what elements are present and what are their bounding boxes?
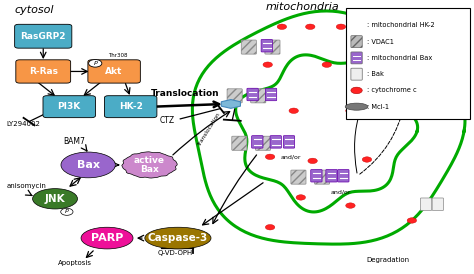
Text: mitochondria: mitochondria: [265, 2, 339, 13]
Text: JNK: JNK: [45, 194, 65, 204]
Text: PARP: PARP: [91, 233, 123, 243]
Text: and/or: and/or: [331, 189, 351, 194]
Text: Q-VD-OPH: Q-VD-OPH: [158, 250, 193, 256]
Ellipse shape: [145, 227, 211, 249]
FancyBboxPatch shape: [261, 39, 273, 52]
Polygon shape: [122, 152, 177, 178]
Circle shape: [362, 157, 372, 162]
FancyBboxPatch shape: [351, 68, 362, 80]
FancyBboxPatch shape: [326, 170, 337, 182]
Text: R-Ras: R-Ras: [29, 67, 58, 76]
FancyBboxPatch shape: [252, 136, 263, 148]
Text: P: P: [65, 209, 69, 214]
FancyBboxPatch shape: [283, 136, 295, 148]
Text: BAM7: BAM7: [63, 137, 85, 146]
Text: : mitochondrial Bax: : mitochondrial Bax: [367, 55, 432, 61]
FancyBboxPatch shape: [104, 96, 157, 118]
Text: Apoptosis: Apoptosis: [58, 260, 92, 266]
Ellipse shape: [33, 189, 77, 209]
FancyBboxPatch shape: [265, 40, 280, 54]
FancyBboxPatch shape: [232, 136, 247, 150]
Circle shape: [265, 154, 275, 159]
Text: Degradation: Degradation: [367, 258, 410, 264]
Circle shape: [346, 203, 355, 208]
Text: CTZ: CTZ: [159, 116, 174, 125]
Text: Translocation: Translocation: [196, 112, 221, 147]
Ellipse shape: [379, 91, 431, 112]
FancyBboxPatch shape: [311, 170, 322, 182]
FancyBboxPatch shape: [351, 36, 362, 48]
FancyBboxPatch shape: [270, 136, 282, 148]
FancyBboxPatch shape: [15, 24, 72, 48]
Text: P: P: [93, 61, 97, 66]
FancyBboxPatch shape: [315, 170, 329, 184]
FancyBboxPatch shape: [420, 198, 432, 210]
Circle shape: [336, 24, 346, 30]
Polygon shape: [221, 99, 240, 108]
Text: : Bak: : Bak: [367, 71, 384, 77]
FancyBboxPatch shape: [251, 89, 266, 103]
Circle shape: [322, 62, 331, 67]
Text: : cytochrome c: : cytochrome c: [367, 87, 417, 93]
Circle shape: [263, 62, 273, 67]
FancyBboxPatch shape: [247, 88, 258, 101]
FancyBboxPatch shape: [346, 8, 471, 119]
FancyBboxPatch shape: [394, 50, 406, 63]
FancyBboxPatch shape: [255, 136, 271, 150]
FancyBboxPatch shape: [337, 170, 349, 182]
Ellipse shape: [61, 152, 115, 178]
Text: Bax: Bax: [77, 160, 100, 170]
FancyBboxPatch shape: [265, 88, 277, 101]
Text: : Mcl-1: : Mcl-1: [367, 104, 389, 110]
Circle shape: [306, 24, 315, 30]
Text: active
Bax: active Bax: [134, 156, 165, 174]
Circle shape: [346, 108, 355, 113]
FancyBboxPatch shape: [43, 96, 95, 118]
Text: cytosol: cytosol: [15, 5, 55, 15]
Circle shape: [89, 59, 102, 67]
Polygon shape: [349, 22, 364, 29]
FancyBboxPatch shape: [88, 60, 140, 83]
Circle shape: [61, 208, 73, 215]
Circle shape: [296, 195, 306, 200]
Circle shape: [289, 108, 299, 113]
Text: RasGRP2: RasGRP2: [20, 32, 66, 41]
Circle shape: [393, 112, 402, 118]
Ellipse shape: [345, 103, 368, 110]
Circle shape: [265, 224, 275, 230]
Circle shape: [308, 158, 318, 164]
FancyBboxPatch shape: [351, 52, 362, 64]
Text: LY294002: LY294002: [6, 121, 40, 127]
Text: Thr308: Thr308: [109, 53, 128, 58]
FancyBboxPatch shape: [432, 198, 444, 210]
FancyBboxPatch shape: [16, 60, 71, 83]
Text: anisomycin: anisomycin: [6, 183, 46, 189]
Text: Caspase-3: Caspase-3: [148, 233, 208, 243]
Text: HK-2: HK-2: [118, 102, 143, 111]
Text: and/or: and/or: [281, 154, 301, 159]
Ellipse shape: [81, 227, 133, 249]
Circle shape: [351, 87, 362, 94]
FancyBboxPatch shape: [227, 89, 242, 103]
FancyBboxPatch shape: [406, 50, 418, 63]
Text: PI3K: PI3K: [58, 102, 81, 111]
Circle shape: [277, 24, 287, 30]
FancyBboxPatch shape: [291, 170, 306, 184]
Text: : VDAC1: : VDAC1: [367, 39, 394, 45]
FancyBboxPatch shape: [241, 40, 256, 54]
Circle shape: [407, 218, 417, 223]
Text: Translocation: Translocation: [151, 89, 219, 98]
Circle shape: [379, 66, 388, 72]
Text: : mitochondrial HK-2: : mitochondrial HK-2: [367, 22, 435, 28]
Text: Akt: Akt: [105, 67, 123, 76]
